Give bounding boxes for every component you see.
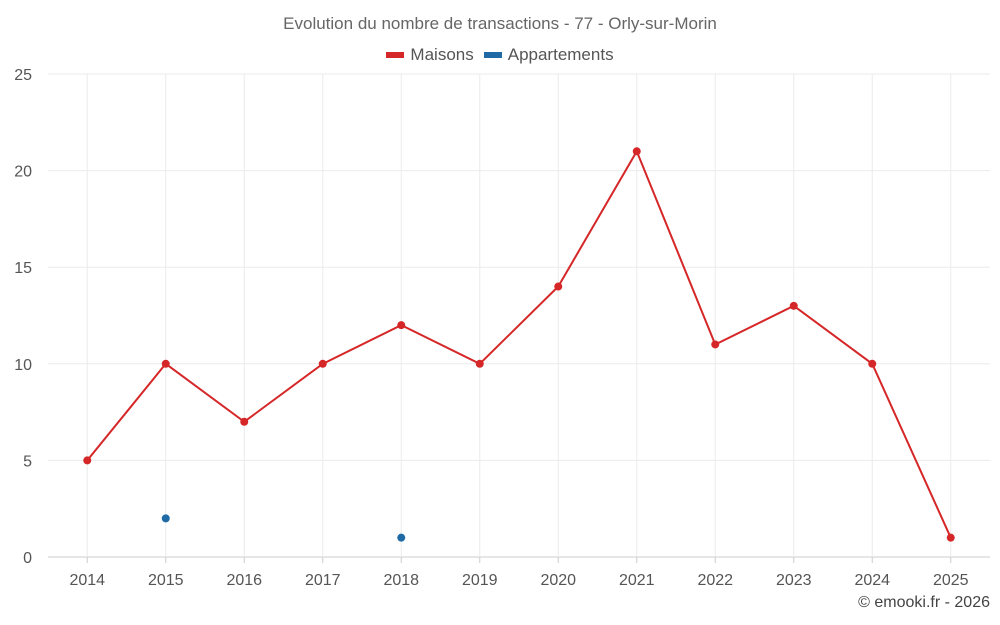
data-point-maisons (868, 359, 877, 368)
legend: Maisons Appartements (0, 45, 1000, 65)
x-tick-label: 2024 (854, 572, 890, 589)
data-point-maisons (632, 147, 641, 156)
y-tick-label: 25 (14, 67, 32, 84)
x-tick-label: 2023 (776, 572, 812, 589)
data-point-appartements (397, 533, 406, 542)
x-tick-label: 2022 (697, 572, 733, 589)
data-point-appartements (161, 514, 170, 523)
x-tick-label: 2019 (462, 572, 498, 589)
data-point-maisons (83, 456, 92, 465)
y-tick-label: 20 (14, 164, 32, 181)
x-tick-label: 2021 (619, 572, 655, 589)
y-tick-label: 10 (14, 357, 32, 374)
x-tick-label: 2015 (148, 572, 184, 589)
y-tick-label: 0 (23, 550, 32, 567)
legend-item-appartements[interactable]: Appartements (483, 45, 614, 65)
x-tick-label: 2014 (69, 572, 105, 589)
data-point-maisons (318, 359, 327, 368)
legend-swatch-appartements (483, 52, 502, 58)
y-tick-label: 15 (14, 260, 32, 277)
data-point-maisons (711, 340, 720, 349)
series-line-maisons (86, 149, 952, 539)
x-tick-label: 2018 (383, 572, 419, 589)
x-tick-label: 2025 (933, 572, 969, 589)
chart-title: Evolution du nombre de transactions - 77… (283, 14, 717, 33)
x-tick-label: 2020 (540, 572, 576, 589)
x-tick-label: 2016 (226, 572, 262, 589)
data-point-maisons (397, 321, 406, 330)
legend-item-maisons[interactable]: Maisons (386, 45, 474, 65)
data-point-maisons (240, 417, 249, 426)
credit-text: © emooki.fr - 2026 (858, 594, 990, 611)
data-point-maisons (161, 359, 170, 368)
legend-label-maisons: Maisons (410, 45, 474, 64)
y-tick-label: 5 (23, 453, 32, 470)
x-tick-label: 2017 (305, 572, 341, 589)
data-point-maisons (946, 533, 955, 542)
legend-swatch-maisons (386, 52, 405, 58)
data-point-maisons (554, 282, 563, 291)
legend-label-appartements: Appartements (507, 45, 614, 64)
data-point-maisons (475, 359, 484, 368)
data-point-maisons (789, 301, 798, 310)
